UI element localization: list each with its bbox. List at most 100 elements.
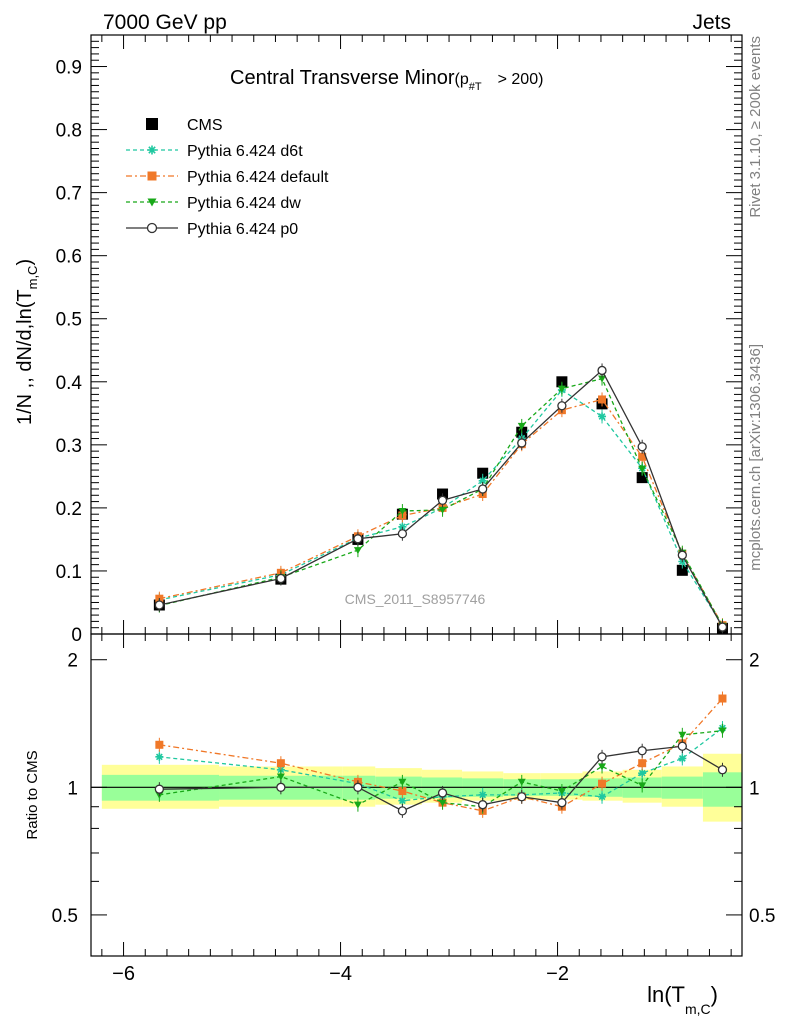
data-point [718,727,727,735]
data-point [677,550,687,560]
data-point [557,385,566,393]
data-point [276,573,286,584]
legend-label: Pythia 6.424 d6t [187,143,303,160]
data-point [478,484,488,494]
data-point [638,759,647,768]
mcplots-label: mcplots.cern.ch [arXiv:1306.3436] [747,344,764,571]
legend-label: Pythia 6.424 dw [187,195,301,212]
main-y-axis-label: 1/N ,, dN/d,ln(Tm,C) [14,259,40,425]
series-pythia-6-424-p0 [154,739,728,818]
ratio-y-axis-label: Ratio to CMS [24,750,41,839]
legend-entry: Pythia 6.424 dw [126,195,301,212]
data-point [276,782,286,792]
data-point [717,765,728,775]
data-point [154,600,165,610]
chart-title: Central Transverse Minor(p#T > 200) [230,67,543,93]
main-series-layer [153,363,728,635]
ratio-y-tick-label-right: 2 [749,651,760,672]
data-point [353,801,362,809]
data-point [557,787,566,796]
data-point [478,800,488,810]
data-point [154,784,165,794]
header-right: Jets [692,11,731,34]
data-point [676,564,688,576]
legend-entry: CMS [146,117,223,134]
legend-entry: Pythia 6.424 default [126,169,329,186]
data-point [557,798,567,808]
data-point [598,763,607,771]
data-point [636,472,648,484]
data-point [678,754,687,763]
data-point [638,452,647,461]
y-tick-label: 0.8 [56,121,82,142]
data-point [438,506,447,514]
data-point [276,759,285,768]
series-pythia-6-424-dw [155,723,727,814]
ratio-y-tick-label: 2 [67,651,78,672]
series-line [159,377,724,627]
data-point [517,422,526,430]
data-point [638,782,647,790]
ratio-y-tick-label: 0.5 [52,906,78,927]
data-point [438,799,447,807]
x-axis-label: ln(Tm,C) [647,982,718,1017]
series-line [159,369,724,628]
data-point [155,740,164,749]
data-point [353,547,362,555]
data-point [637,442,647,452]
data-point [598,779,607,788]
header-left: 7000 GeV pp [103,11,227,34]
data-point [155,752,164,761]
data-point [398,507,407,516]
y-tick-label: 0.1 [56,562,82,583]
data-point [598,375,607,383]
data-point [146,222,158,234]
data-point [398,796,407,805]
data-point [637,746,647,756]
data-point [353,782,363,792]
data-point [147,145,157,155]
y-tick-label: 0.4 [56,373,83,394]
data-point [517,778,526,786]
data-point [717,622,728,632]
data-point [638,465,647,473]
ratio-y-tick-label-right: 1 [749,778,760,799]
x-tick-label: −6 [112,963,135,985]
data-point [147,198,157,207]
svg-text:Central Transverse Minor(p#T>: Central Transverse Minor(p#T > 200) [230,67,543,93]
green-band [702,772,742,807]
data-point [598,792,607,801]
data-point [678,731,687,739]
legend-entry: Pythia 6.424 p0 [126,221,298,238]
series-line [159,398,724,626]
data-point [397,806,408,816]
data-point [677,741,687,751]
y-tick-label: 0.2 [56,499,82,520]
series-line [159,698,723,812]
x-tick-label: −4 [329,963,352,985]
y-tick-label: 0.9 [56,58,82,79]
data-point [276,773,285,781]
y-tick-label: 0.7 [56,184,82,205]
analysis-watermark: CMS_2011_S8957746 [345,591,486,607]
ratio-plot-frame [90,633,743,957]
data-point [597,752,607,762]
ratio-y-tick-label-right: 0.5 [749,906,775,927]
series-pythia-6-424-p0 [154,363,728,635]
data-point [718,694,727,703]
data-point [557,401,567,411]
data-point [478,790,487,799]
data-point [353,534,363,544]
data-point [598,395,607,404]
data-point [397,529,408,539]
data-point [477,467,489,479]
axes-layer: −6 −4 −2 0 0.1 0.2 0.3 0.4 0.5 0.6 0.7 0.8 0.9 0.5 0.5… [52,34,775,985]
svg-text:ln(Tm,C): ln(Tm,C) [647,982,718,1017]
data-point [146,118,158,130]
rivet-label: Rivet 3.1.10, ≥ 200k events [747,36,764,218]
data-point [478,476,487,485]
data-point [437,495,448,505]
data-point [147,171,157,181]
data-point [517,438,527,448]
x-tick-label: −2 [546,963,569,985]
